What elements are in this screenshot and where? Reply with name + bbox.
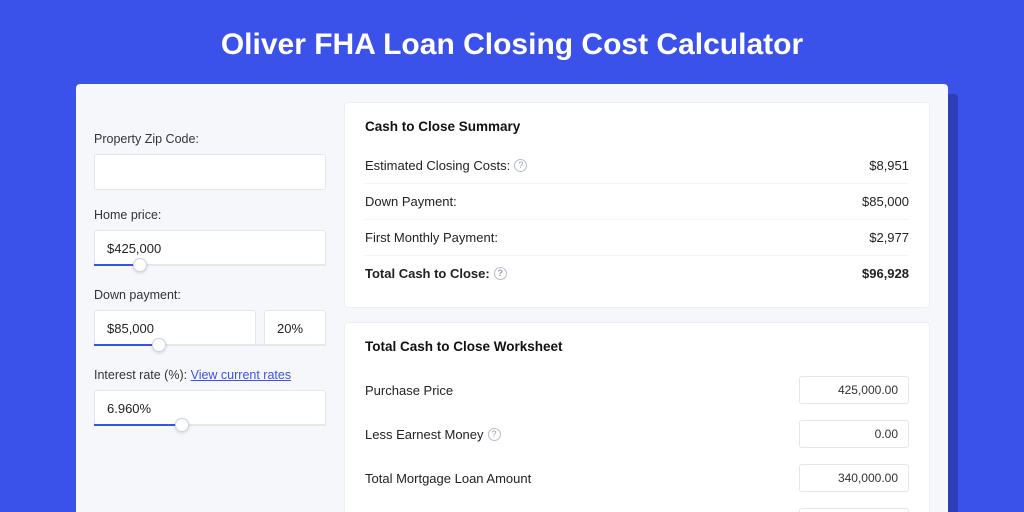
worksheet-row: Less Earnest Money ? [365,412,909,456]
worksheet-row-input[interactable] [799,376,909,404]
summary-total-label: Total Cash to Close: [365,266,490,281]
summary-panel: Cash to Close Summary Estimated Closing … [344,102,930,308]
summary-title: Cash to Close Summary [365,119,909,134]
interest-rate-field: Interest rate (%): View current rates [94,368,326,430]
down-payment-slider[interactable] [94,346,326,350]
worksheet-title: Total Cash to Close Worksheet [365,339,909,354]
summary-row-value: $2,977 [869,230,909,245]
calculator-card: Property Zip Code: Home price: Down paym… [76,84,948,512]
help-icon[interactable]: ? [488,428,501,441]
home-price-field: Home price: [94,208,326,270]
worksheet-row-label: Total Mortgage Loan Amount [365,471,531,486]
slider-thumb[interactable] [133,258,147,272]
summary-row: Down Payment: $85,000 [365,184,909,220]
zip-input[interactable] [94,154,326,190]
down-payment-input[interactable] [94,310,256,346]
zip-field: Property Zip Code: [94,132,326,190]
summary-row-value: $85,000 [862,194,909,209]
worksheet-row-label: Less Earnest Money [365,427,484,442]
summary-row: Estimated Closing Costs: ? $8,951 [365,148,909,184]
home-price-input[interactable] [94,230,326,266]
slider-fill [94,344,159,346]
down-payment-field: Down payment: [94,288,326,350]
results-column: Cash to Close Summary Estimated Closing … [344,102,930,512]
summary-row: First Monthly Payment: $2,977 [365,220,909,256]
home-price-label: Home price: [94,208,326,222]
down-payment-pct-input[interactable] [264,310,326,346]
summary-total-row: Total Cash to Close: ? $96,928 [365,256,909,291]
down-payment-label: Down payment: [94,288,326,302]
summary-total-value: $96,928 [862,266,909,281]
worksheet-row: Total Second Mortgage Amount ? [365,500,909,512]
interest-rate-input[interactable] [94,390,326,426]
slider-thumb[interactable] [152,338,166,352]
help-icon[interactable]: ? [494,267,507,280]
worksheet-panel: Total Cash to Close Worksheet Purchase P… [344,322,930,512]
summary-row-value: $8,951 [869,158,909,173]
zip-label: Property Zip Code: [94,132,326,146]
home-price-slider[interactable] [94,266,326,270]
slider-thumb[interactable] [175,418,189,432]
worksheet-row-input[interactable] [799,508,909,512]
page-title: Oliver FHA Loan Closing Cost Calculator [0,0,1024,84]
interest-rate-label: Interest rate (%): View current rates [94,368,326,382]
interest-rate-slider[interactable] [94,426,326,430]
worksheet-row-input[interactable] [799,420,909,448]
worksheet-row: Purchase Price [365,368,909,412]
summary-row-label: Down Payment: [365,194,457,209]
worksheet-row-input[interactable] [799,464,909,492]
slider-fill [94,424,182,426]
interest-rate-label-text: Interest rate (%): [94,368,187,382]
worksheet-row-label: Purchase Price [365,383,453,398]
worksheet-row: Total Mortgage Loan Amount [365,456,909,500]
view-rates-link[interactable]: View current rates [191,368,292,382]
help-icon[interactable]: ? [514,159,527,172]
summary-row-label: Estimated Closing Costs: [365,158,510,173]
form-column: Property Zip Code: Home price: Down paym… [94,102,326,512]
summary-row-label: First Monthly Payment: [365,230,498,245]
card-shadow: Property Zip Code: Home price: Down paym… [76,84,948,512]
